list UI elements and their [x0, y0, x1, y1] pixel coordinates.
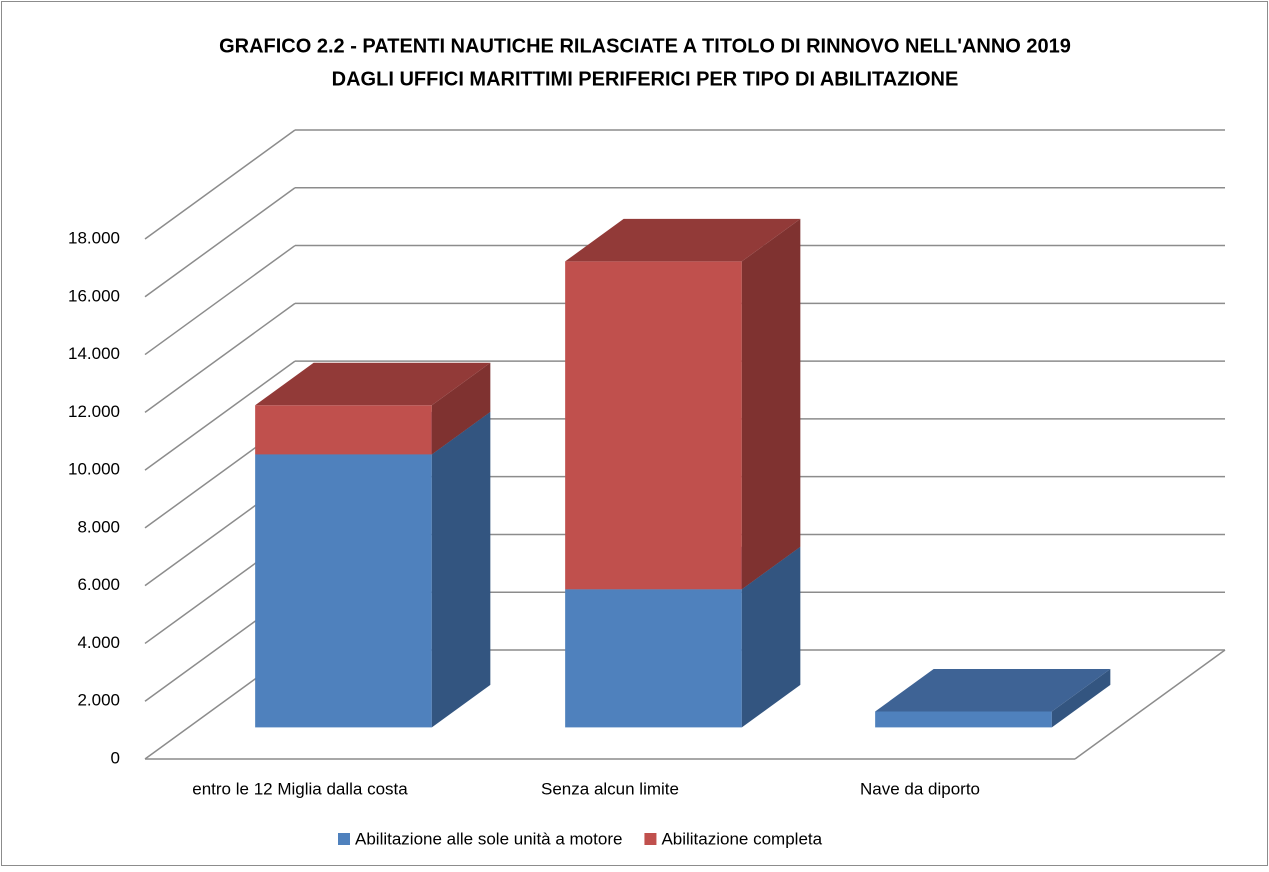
y-tick-label: 12.000: [68, 402, 120, 421]
chart-title: GRAFICO 2.2 - PATENTI NAUTICHE RILASCIAT…: [219, 35, 1071, 57]
bar: [875, 711, 1052, 728]
floor-edge: [1074, 649, 1226, 760]
y-tick-label: 16.000: [68, 286, 120, 305]
y-tick-label: 18.000: [68, 228, 120, 247]
grid-line: [144, 129, 296, 240]
y-tick-label: 6.000: [77, 575, 120, 594]
bar: [255, 454, 432, 728]
bar-top: [875, 668, 1111, 712]
y-tick-label: 4.000: [77, 633, 120, 652]
bar-top: [565, 218, 801, 262]
legend-swatch: [338, 833, 350, 845]
grid-line: [144, 244, 296, 356]
bar-side: [431, 362, 491, 455]
y-tick-label: 14.000: [68, 344, 120, 363]
chart-title: DAGLI UFFICI MARITTIMI PERIFERICI PER TI…: [332, 68, 959, 90]
grid-line: [144, 360, 296, 471]
bar-side: [431, 411, 491, 728]
grid-line: [144, 187, 296, 298]
y-tick-label: 0: [111, 748, 120, 767]
bar-top: [255, 362, 491, 406]
bar-side: [741, 218, 801, 590]
bar: [255, 405, 432, 455]
y-tick-label: 2.000: [77, 691, 120, 710]
grid-line: [144, 302, 296, 413]
x-tick-label: Senza alcun limite: [541, 779, 679, 798]
bar-side: [1051, 668, 1111, 728]
y-tick-label: 8.000: [77, 517, 120, 536]
x-tick-label: Nave da diporto: [860, 779, 980, 798]
legend-label: Abilitazione completa: [661, 829, 822, 848]
legend-label: Abilitazione alle sole unità a motore: [355, 829, 622, 848]
bar-side: [741, 546, 801, 728]
bar: [565, 589, 742, 728]
y-tick-label: 10.000: [68, 460, 120, 479]
x-tick-label: entro le 12 Miglia dalla costa: [192, 779, 408, 798]
bar: [565, 261, 742, 590]
legend-swatch: [644, 833, 657, 845]
